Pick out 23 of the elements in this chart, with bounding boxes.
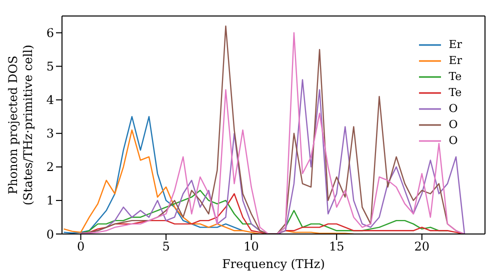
- y-tick-label: 3: [46, 126, 54, 141]
- x-axis-title: Frequency (THz): [222, 257, 325, 271]
- legend-label: O: [448, 133, 458, 149]
- x-tick-label: 15: [328, 240, 344, 254]
- line-series: [63, 116, 244, 234]
- legend-label: Er: [448, 37, 462, 53]
- legend-label: Te: [448, 69, 462, 85]
- legend-label: O: [448, 117, 458, 133]
- x-tick-label: 20: [414, 240, 430, 254]
- x-tick-label: 0: [76, 240, 85, 254]
- y-tick-label: 1: [46, 194, 54, 208]
- legend-label: Er: [448, 53, 462, 69]
- y-tick-label: 4: [46, 93, 54, 108]
- legend-label: O: [448, 101, 458, 117]
- line-series: [63, 129, 354, 234]
- y-axis-title: Phonon projected DOS (States/THz·primitive cell): [6, 44, 35, 206]
- y-tick-label: 5: [46, 60, 54, 74]
- y-tick-label: 2: [46, 160, 54, 174]
- y-tick-label: 6: [46, 26, 54, 40]
- x-tick-label: 5: [162, 240, 170, 254]
- legend-label: Te: [448, 85, 462, 101]
- x-tick-label: 10: [244, 240, 259, 254]
- y-tick-label: 0: [46, 227, 54, 242]
